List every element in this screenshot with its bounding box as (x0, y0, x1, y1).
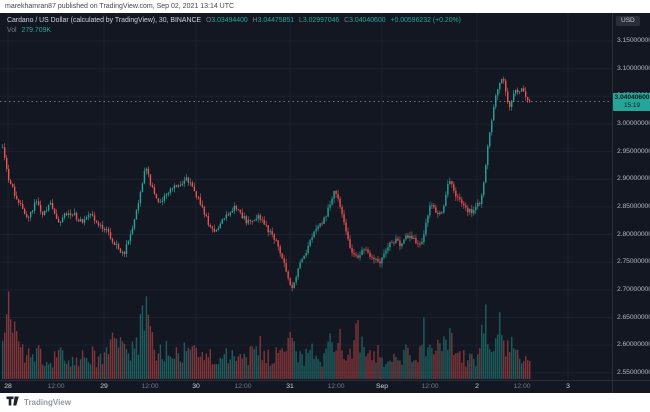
price-tick: 3.00000000 (617, 119, 650, 127)
price-tick: 2.95000000 (617, 147, 650, 155)
time-tick: 12:00 (47, 383, 65, 390)
low-label: L (298, 17, 303, 24)
time-tick: 30 (192, 383, 200, 390)
volume-value: 279.709K (21, 27, 52, 34)
chart-legend: Cardano / US Dollar (calculated by Tradi… (7, 16, 461, 36)
price-tick: 2.60000000 (617, 341, 650, 349)
tradingview-logo-icon[interactable] (6, 394, 20, 412)
time-tick: 3 (566, 383, 570, 390)
time-tick: 12:00 (513, 383, 531, 390)
tradingview-logo-text[interactable]: TradingView (24, 398, 71, 407)
footer-bar: TradingView (0, 393, 650, 412)
price-tick: 2.90000000 (617, 175, 650, 183)
bar-countdown: 15:19 (624, 101, 640, 109)
high-label: H (252, 17, 258, 24)
time-axis[interactable]: 28 12:00 29 12:00 30 12:00 31 12:00 Sep 12:00 2 12:… (0, 380, 612, 393)
time-tick: 12:00 (141, 383, 159, 390)
chart-canvas[interactable] (0, 13, 612, 380)
time-tick: 12:00 (234, 383, 252, 390)
price-tick: 3.15000000 (617, 37, 650, 44)
price-tick: 2.80000000 (617, 230, 650, 238)
legend-symbol-row: Cardano / US Dollar (calculated by Tradi… (7, 16, 461, 26)
low-value: 3.02997046 (302, 17, 340, 24)
last-price-value: 3.04040600 (614, 93, 650, 101)
price-tick: 2.70000000 (617, 285, 650, 293)
time-tick: 31 (286, 383, 294, 390)
currency-badge[interactable]: USD (616, 16, 640, 26)
time-tick: 2 (475, 383, 479, 390)
price-tick: 2.85000000 (617, 202, 650, 210)
publish-note: marekhamran87 published on TradingView.c… (0, 0, 650, 13)
open-label: O (205, 17, 212, 24)
price-axis[interactable]: USD 3.04040600 15:19 3.15000000 3.1000000… (612, 13, 650, 393)
time-tick: 28 (4, 383, 12, 390)
legend-volume-row: Vol 279.709K (7, 26, 461, 36)
symbol-title[interactable]: Cardano / US Dollar (calculated by Tradi… (7, 17, 202, 24)
price-tick: 2.65000000 (617, 313, 650, 321)
close-label: C (344, 17, 350, 24)
time-tick: 29 (100, 383, 108, 390)
price-tick: 3.10000000 (617, 64, 650, 72)
time-tick: Sep (375, 383, 389, 390)
time-tick: 12:00 (327, 383, 345, 390)
time-tick: 12:00 (421, 383, 439, 390)
change-value: +0.00596232 (+0.20%) (390, 17, 461, 24)
price-tick: 2.55000000 (617, 368, 650, 376)
volume-label: Vol (7, 27, 17, 34)
high-value: 3.04475851 (257, 17, 295, 24)
open-value: 3.03494400 (211, 17, 248, 24)
last-price-label: 3.04040600 15:19 (613, 92, 650, 111)
close-value: 3.04040600 (349, 17, 386, 24)
price-tick: 2.75000000 (617, 258, 650, 266)
chart-region: Cardano / US Dollar (calculated by Tradi… (0, 13, 650, 393)
